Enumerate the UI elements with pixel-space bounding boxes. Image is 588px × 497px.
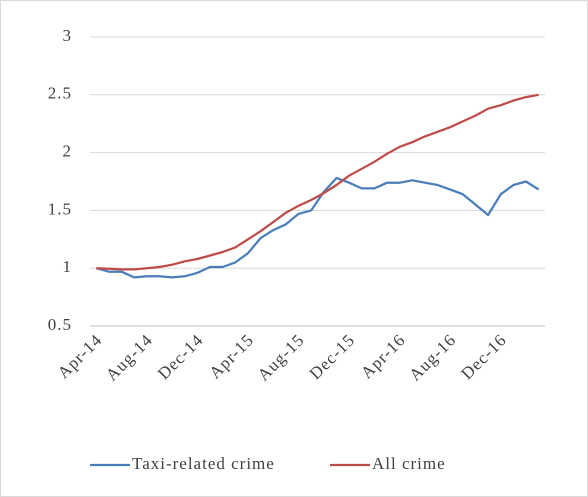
y-tick-label: 1.5 <box>48 199 72 218</box>
series-line <box>96 176 540 279</box>
legend-label: Taxi-related crime <box>132 454 275 473</box>
series-line <box>96 93 539 271</box>
y-tick-label: 1 <box>63 257 73 276</box>
y-tick-label: 0.5 <box>48 315 72 334</box>
y-tick-label: 2 <box>63 142 73 161</box>
y-tick-label: 3 <box>63 26 73 45</box>
y-tick-label: 2.5 <box>48 84 72 103</box>
legend-label: All crime <box>372 454 446 473</box>
